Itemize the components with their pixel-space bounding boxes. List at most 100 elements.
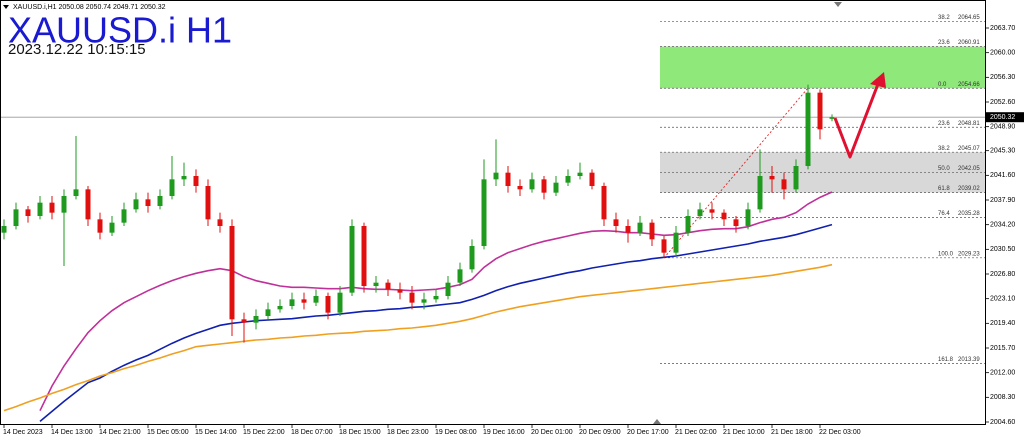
- moving-average: [39, 191, 833, 412]
- candle-body: [709, 209, 715, 213]
- candle-body: [133, 199, 139, 210]
- candle-body: [493, 172, 499, 180]
- fib-price: 2064.65: [958, 15, 980, 21]
- candle-body: [313, 296, 319, 303]
- x-tick-label: 14 Dec 2023: [3, 429, 43, 436]
- fib-ratio: 23.6: [938, 40, 950, 46]
- x-tick-label: 19 Dec 08:00: [435, 429, 477, 436]
- candle-body: [193, 176, 199, 186]
- x-tick-label: 18 Dec 23:00: [387, 429, 429, 436]
- candle-body: [157, 196, 163, 206]
- fib-ratio: 38.2: [938, 146, 950, 152]
- candle-body: [469, 246, 475, 270]
- candle-body: [205, 186, 211, 220]
- candle-body: [481, 179, 487, 246]
- candle-body: [241, 319, 247, 323]
- x-tick-label: 19 Dec 16:00: [483, 429, 525, 436]
- x-tick-label: 21 Dec 18:00: [771, 429, 813, 436]
- candle-body: [805, 92, 811, 166]
- x-tick-label: 20 Dec 09:00: [579, 429, 621, 436]
- candle-body: [637, 222, 643, 233]
- fib-price: 2039.02: [958, 186, 980, 192]
- y-tick-label: 2015.70: [990, 345, 1015, 352]
- x-tick-label: 14 Dec 21:00: [99, 429, 141, 436]
- header: XAUUSD.i,H1 2050.08 2050.74 2049.71 2050…: [13, 4, 166, 11]
- moving-average: [3, 263, 833, 412]
- candle-body: [781, 179, 787, 190]
- candle-body: [37, 202, 43, 216]
- fib-ratio: 38.2: [938, 15, 950, 21]
- y-tick-label: 2052.60: [990, 99, 1015, 106]
- menu-icon: [3, 5, 9, 9]
- candle-body: [661, 239, 667, 253]
- fib-price: 2035.28: [958, 211, 980, 217]
- candle-body: [553, 182, 559, 193]
- x-tick-label: 21 Dec 10:00: [723, 429, 765, 436]
- candle-body: [145, 199, 151, 206]
- last-price-label: 2050.32: [990, 114, 1015, 121]
- candle-body: [349, 226, 355, 293]
- candle-body: [385, 282, 391, 290]
- candle-body: [457, 269, 463, 283]
- y-tick-label: 2023.10: [990, 296, 1015, 303]
- y-tick-label: 2004.60: [990, 419, 1015, 426]
- fib-zone: [660, 46, 985, 89]
- candle-body: [289, 299, 295, 306]
- candle-body: [829, 117, 835, 119]
- y-tick-label: 2048.90: [990, 124, 1015, 131]
- candle-body: [265, 309, 271, 316]
- y-tick-label: 2030.50: [990, 246, 1015, 253]
- candle-body: [817, 92, 823, 130]
- candle-body: [769, 176, 775, 180]
- fib-ratio: 76.4: [938, 211, 950, 217]
- candle-body: [277, 306, 283, 310]
- plot-frame: [0, 0, 986, 425]
- candle-body: [565, 176, 571, 183]
- candle-body: [733, 219, 739, 226]
- y-tick-label: 2041.60: [990, 172, 1015, 179]
- candle-body: [577, 172, 583, 176]
- x-tick-label: 20 Dec 17:00: [627, 429, 669, 436]
- candle-body: [85, 189, 91, 220]
- candle-body: [253, 316, 259, 323]
- marks: [1, 84, 835, 422]
- candle-body: [61, 196, 67, 213]
- candle-body: [757, 176, 763, 210]
- candle-body: [517, 186, 523, 190]
- y-tick-label: 2026.80: [990, 271, 1015, 278]
- candle-body: [109, 222, 115, 233]
- arrow-head: [870, 72, 886, 88]
- y-tick-label: 2056.30: [990, 74, 1015, 81]
- candle-body: [529, 179, 535, 190]
- fib-price: 2048.81: [958, 121, 980, 127]
- x-tick-label: 20 Dec 01:00: [531, 429, 573, 436]
- candle-body: [685, 216, 691, 233]
- candle-body: [721, 212, 727, 220]
- candle-body: [325, 296, 331, 313]
- candle-body: [97, 219, 103, 233]
- fib-price: 2045.07: [958, 146, 980, 152]
- candle-body: [181, 176, 187, 180]
- y-tick-label: 2034.20: [990, 222, 1015, 229]
- candle-body: [409, 292, 415, 303]
- fib-ratio: 0.0: [938, 82, 947, 88]
- y-tick-label: 2063.70: [990, 25, 1015, 32]
- candle-body: [541, 179, 547, 193]
- fib-price: 2060.91: [958, 40, 980, 46]
- shift-marker: [653, 419, 661, 424]
- candle-body: [373, 282, 379, 286]
- x-tick-label: 22 Dec 03:00: [819, 429, 861, 436]
- fib-price: 2029.23: [958, 251, 980, 257]
- candle-body: [301, 299, 307, 303]
- candle-body: [673, 232, 679, 253]
- candle-body: [589, 172, 595, 186]
- candle-body: [337, 292, 343, 313]
- fib-price: 2042.05: [958, 166, 980, 172]
- candle-body: [445, 282, 451, 296]
- candle-body: [361, 226, 367, 286]
- x-tick-label: 21 Dec 02:00: [675, 429, 717, 436]
- chart-subtitle: 2023.12.22 10:15:15: [8, 41, 146, 58]
- y-tick-label: 2019.40: [990, 320, 1015, 327]
